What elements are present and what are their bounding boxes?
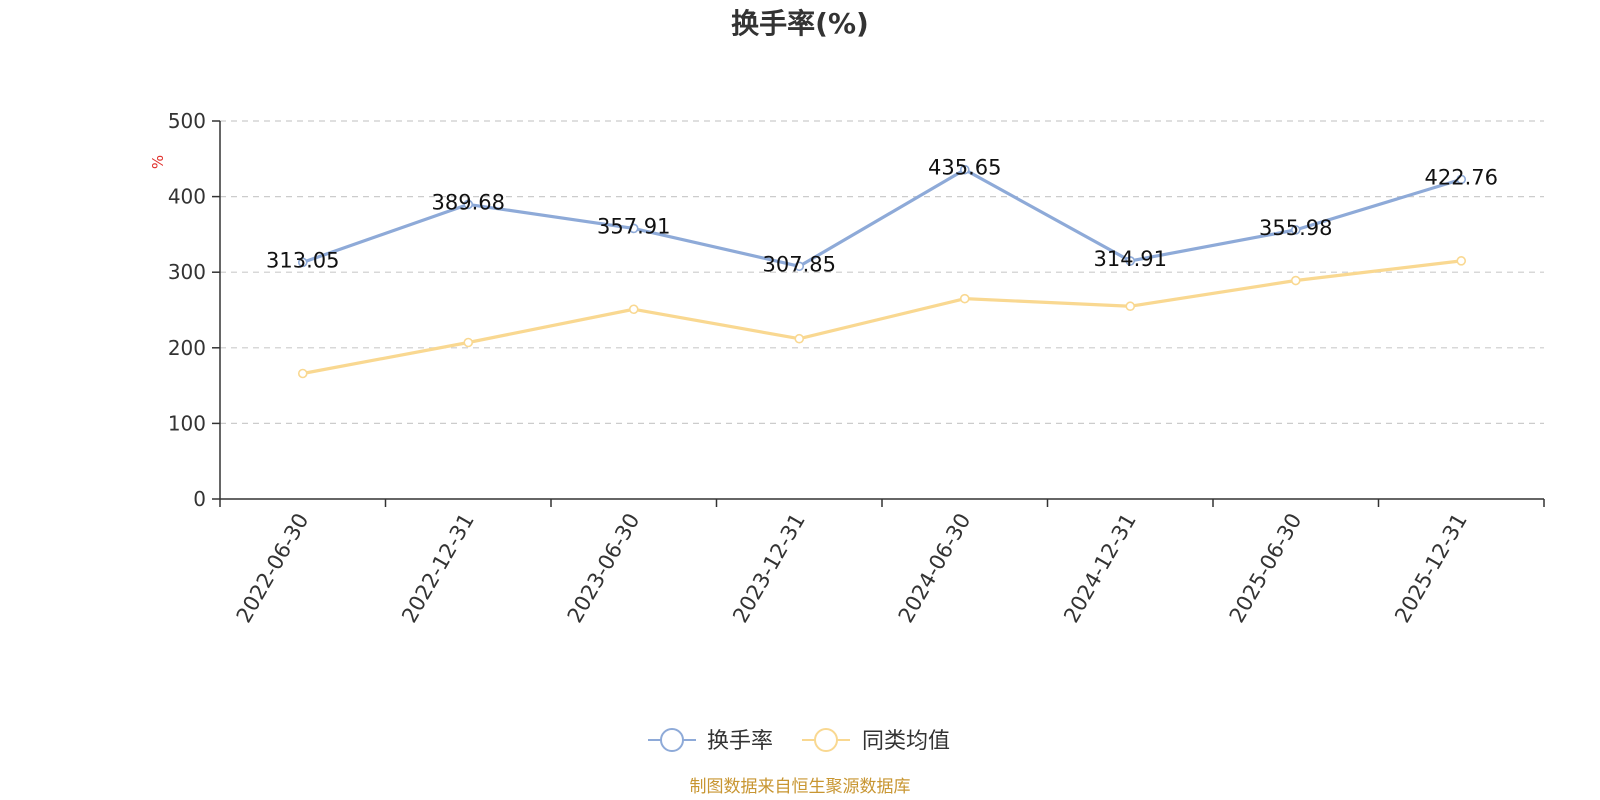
chart-title: 换手率(%) xyxy=(731,7,869,40)
peer-average-point[interactable] xyxy=(794,333,805,344)
turnover-data-label: 422.76 xyxy=(1425,165,1498,189)
turnover-point[interactable] xyxy=(1125,256,1136,266)
legend-peer-average-circle-icon xyxy=(814,728,838,752)
x-tick-label: 2024-12-31 xyxy=(1059,509,1141,627)
turnover-point[interactable] xyxy=(959,164,970,175)
turnover-point[interactable] xyxy=(1290,225,1301,235)
turnover-data-label: 357.91 xyxy=(597,214,670,238)
peer-average-point[interactable] xyxy=(628,304,639,315)
y-tick-label: 200 xyxy=(168,336,206,360)
turnover-point[interactable] xyxy=(297,257,308,268)
y-tick-label: 400 xyxy=(168,185,206,209)
x-tick-label: 2023-06-30 xyxy=(563,509,645,627)
peer-average-point[interactable] xyxy=(1290,275,1301,286)
legend-turnover-circle-icon xyxy=(660,728,684,752)
legend-item-peer-average[interactable]: 同类均值 xyxy=(802,728,950,754)
x-tick-label: 2023-12-31 xyxy=(728,509,810,627)
data-labels: 313.05 389.68 357.91 307.85 435.65 314.91 355.… xyxy=(266,156,1498,277)
turnover-data-label: 307.85 xyxy=(763,252,836,276)
grid-lines xyxy=(220,120,1544,424)
plot-area xyxy=(297,164,1467,379)
x-tick-label: 2024-06-30 xyxy=(894,509,976,627)
y-axis-unit-label: % xyxy=(149,155,167,169)
peer-average-point[interactable] xyxy=(1125,301,1136,312)
peer-average-point[interactable] xyxy=(463,337,474,348)
y-tick-label: 0 xyxy=(193,487,206,511)
turnover-data-label: 435.65 xyxy=(928,156,1001,180)
turnover-data-label: 389.68 xyxy=(432,190,505,214)
legend: 换手率 同类均值 xyxy=(648,728,950,754)
legend-turnover-label: 换手率 xyxy=(707,729,773,754)
y-tick-label: 300 xyxy=(168,260,206,284)
peer-average-point[interactable] xyxy=(959,293,970,304)
x-tick-label: 2025-06-30 xyxy=(1225,509,1307,627)
turnover-line xyxy=(302,168,1462,268)
y-tick-label: 100 xyxy=(168,411,206,435)
data-source-note: 制图数据来自恒生聚源数据库 xyxy=(690,777,911,797)
legend-peer-average-label: 同类均值 xyxy=(862,729,950,754)
peer-average-point[interactable] xyxy=(297,368,308,379)
turnover-point[interactable] xyxy=(463,199,474,210)
turnover-data-label: 355.98 xyxy=(1259,216,1332,240)
turnover-point[interactable] xyxy=(628,223,639,234)
turnover-data-label: 314.91 xyxy=(1094,247,1167,271)
turnover-point[interactable] xyxy=(794,261,805,272)
axes: 0 100 200 300 400 500 2022-06-30 2022-12-31 2023… xyxy=(168,109,1545,627)
x-tick-label: 2022-12-31 xyxy=(397,509,479,627)
peer-average-point[interactable] xyxy=(1456,256,1467,266)
x-tick-label: 2025-12-31 xyxy=(1390,509,1472,627)
peer-average-line xyxy=(302,259,1462,376)
turnover-point[interactable] xyxy=(1456,174,1467,185)
turnover-data-label: 313.05 xyxy=(266,248,339,272)
x-tick-label: 2022-06-30 xyxy=(232,509,314,627)
y-tick-label: 500 xyxy=(168,109,206,133)
legend-item-turnover[interactable]: 换手率 xyxy=(648,728,773,754)
